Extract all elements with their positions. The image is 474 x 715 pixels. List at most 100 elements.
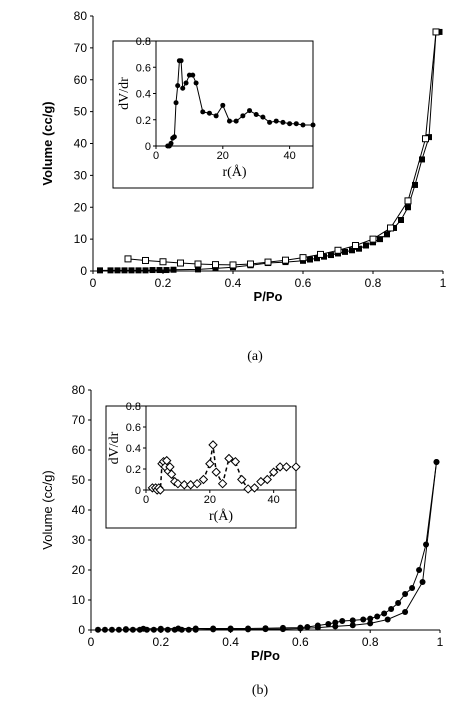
panel-a-inset-data-point [287,121,293,127]
panel-b-data-point [94,626,101,633]
panel-b-inset-data-point [205,459,215,469]
panel-a-inset-data-point [240,113,246,119]
panel-a-inset-x-tick-label: 0 [153,150,159,162]
panel-a-data-point [349,247,355,254]
panel-b-y-tick-label: 10 [72,593,86,607]
panel-a-data-point [97,267,103,274]
panel-a-inset-x-tick-label: 20 [217,150,229,162]
panel-a-data-point [363,242,369,249]
panel-b-data-point [279,624,286,631]
panel-b-caption: (b) [252,683,269,698]
panel-b-x-tick-label: 1 [437,635,444,649]
panel-b-y-tick-label: 50 [72,473,86,487]
panel-b-y-tick-label: 70 [72,413,86,427]
panel-b-data-point [210,625,217,632]
panel-b-data-point [185,626,192,633]
panel-b-inset-data-point [275,462,285,472]
panel-a-caption: (a) [247,349,263,364]
panel-a-data-point [419,156,425,163]
panel-b-inset-y-tick-label: 0.6 [126,422,141,434]
panel-b-inset-y-tick-label: 0.8 [126,401,141,413]
panel-b-data-point [304,624,311,630]
panel-a-y-tick-label: 60 [74,73,88,87]
panel-b-data-point [122,626,129,633]
panel-b-data-point [175,625,182,632]
panel-a-inset-y-tick-label: 0.6 [136,62,151,74]
panel-a-x-tick-label: 0.8 [365,276,382,290]
panel-b-inset-data-point [217,478,228,489]
panel-b-inset-x-tick-label: 40 [268,494,280,506]
panel-b-data-point [297,624,304,631]
panel-b-data-point [402,609,409,615]
panel-b-data-point [402,591,409,597]
panel-a-inset-y-tick-label: 0.8 [136,36,151,48]
panel-a-inset-x-tick-label: 40 [283,150,295,162]
panel-b-data-point [384,616,391,623]
panel-b-series-line [125,461,437,630]
panel-a-data-point [194,260,202,268]
panel-b-data-point [395,600,402,606]
panel-b-inset-data-point [249,483,260,493]
panel-a-data-point [369,235,377,243]
panel-a-inset-data-point [168,140,174,146]
panel-a-data-point [195,266,201,273]
panel-a-inset-data-point [206,110,212,116]
panel-a-data-point [282,256,289,264]
panel-a-inset-y-tick-label: 0 [145,141,151,153]
panel-a-data-point [163,267,170,274]
panel-b-inset-data-point [262,474,272,485]
panel-a-data-point [299,254,307,262]
panel-a-y-tick-label: 0 [80,264,87,278]
panel-a-inset-data-point [200,109,206,115]
panel-b-data-point [423,541,430,548]
panel-a-x-tick-label: 0.6 [295,276,312,290]
panel-a-x-axis-label: P/Po [254,289,283,304]
panel-a-inset-data-point [267,119,273,125]
panel-a-data-point [159,258,167,266]
panel-b-inset-data-point [179,480,190,490]
panel-a-inset-data-point [193,80,199,86]
panel-a-data-point [149,267,156,274]
panel-a-inset-data-point [226,118,232,124]
panel-a-inset-data-point [220,102,226,108]
panel-b-data-point [164,626,171,633]
panel-b-inset-y-axis-label: dV/dr [107,431,122,464]
panel-a-data-point [314,255,320,262]
panel-a-data-point [342,248,348,255]
panel-b-data-point [140,625,147,632]
panel-b-data-point [101,626,108,633]
panel-a-y-tick-label: 80 [74,9,88,23]
panel-a-inset-data-point [213,113,219,119]
panel-a-inset-data-point [173,100,179,106]
panel-b-inset-x-axis-label: r(Å) [209,508,233,524]
panel-b-inset-data-point [173,478,183,489]
panel-b-x-tick-label: 0.6 [292,635,309,649]
panel-a-y-tick-label: 50 [74,105,88,119]
panel-b-data-point [419,579,426,585]
panel-b-inset-data-point [211,467,221,477]
panel-a-data-point [352,242,359,249]
panel-a-data-point [422,135,429,143]
panel-a-data-point [432,28,440,36]
panel-b-inset-data-point [162,455,172,466]
panel-a-data-point [377,236,383,243]
panel-a-y-tick-label: 30 [74,168,88,182]
panel-b-inset-data-point [291,462,301,472]
panel-b-data-point [367,615,374,622]
panel-b-data-point [416,567,423,573]
panel-a-x-tick-label: 0 [90,276,97,290]
panel-a-inset-data-point [300,122,306,128]
panel-a-inset-chart: 0 20 40 0 0.2 0.4 0.6 0.8 r(Å) dV/dr [112,36,316,189]
panel-a-inset-data-point [273,118,279,124]
panel-b-chart: 0 0.2 0.4 0.6 0.8 101020304050607080P/PoVolum… [40,383,444,663]
panel-a-data-point [142,267,149,274]
panel-b-inset-y-tick-label: 0 [135,485,141,497]
panel-b-inset-data-point [198,474,209,485]
panel-a-inset-data-point [247,108,253,114]
panel-a-data-point [156,267,163,274]
panel-a-data-point [114,267,121,274]
panel-b-data-point [360,616,367,623]
panel-a-data-point [229,261,237,269]
panel-a-x-tick-label: 1 [440,276,447,290]
